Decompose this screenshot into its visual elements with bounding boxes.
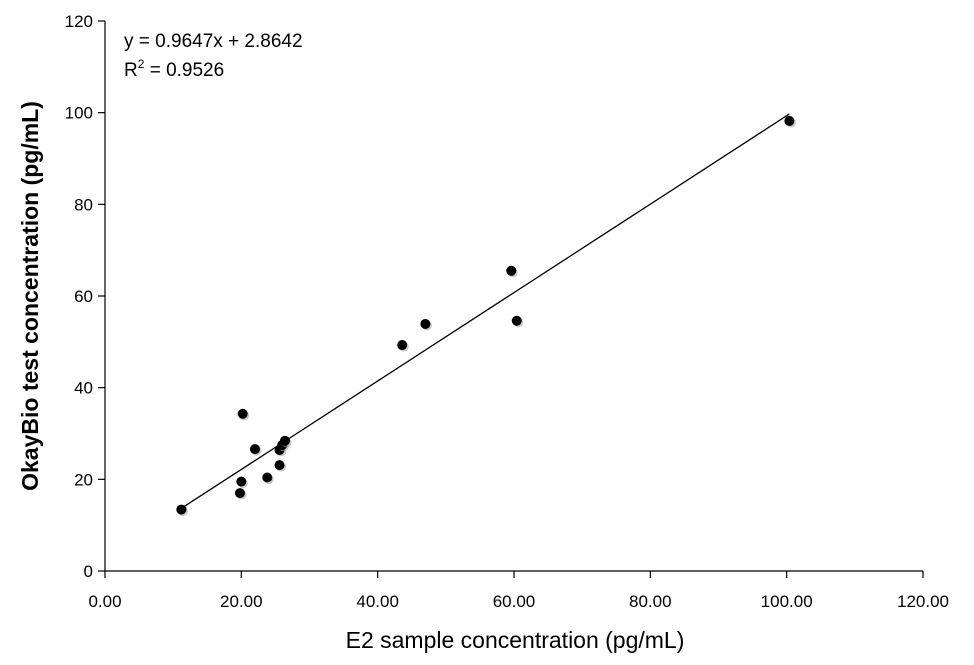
data-point	[279, 435, 290, 446]
y-tick-label: 120	[65, 12, 93, 31]
y-axis-label: OkayBio test concentration (pg/mL)	[17, 101, 43, 491]
data-points	[176, 115, 796, 517]
data-point	[234, 488, 245, 499]
data-point	[176, 504, 187, 515]
y-tick-label: 0	[84, 562, 93, 581]
x-tick-label: 0.00	[88, 592, 121, 611]
y-tick-label: 20	[74, 470, 93, 489]
data-point	[506, 265, 517, 276]
axes	[104, 21, 923, 572]
x-tick-label: 20.00	[220, 592, 263, 611]
data-point	[274, 460, 285, 471]
r-squared-value: = 0.9526	[144, 60, 224, 81]
x-tick-label: 100.00	[761, 592, 813, 611]
y-tick-label: 100	[65, 104, 93, 123]
x-tick-label: 40.00	[356, 592, 399, 611]
data-point	[236, 476, 247, 487]
data-point	[511, 315, 522, 326]
trendline	[180, 113, 790, 509]
x-axis-ticks: 0.00 20.00 40.00 60.00 80.00 100.00 120.00	[88, 571, 949, 611]
y-tick-label: 60	[74, 287, 93, 306]
y-axis-ticks: 0 20 40 60 80 100 120	[65, 12, 105, 581]
x-tick-label: 80.00	[629, 592, 672, 611]
data-point	[237, 408, 248, 419]
data-point	[397, 340, 408, 351]
data-point	[784, 115, 795, 126]
data-point	[420, 318, 431, 329]
r-squared-label: R2 = 0.9526	[124, 57, 224, 81]
x-tick-label: 60.00	[493, 592, 536, 611]
x-tick-label: 120.00	[897, 592, 949, 611]
data-point	[262, 472, 273, 483]
trendline-equation: y = 0.9647x + 2.8642	[124, 31, 303, 52]
y-tick-label: 40	[74, 379, 93, 398]
x-axis-label: E2 sample concentration (pg/mL)	[346, 627, 685, 653]
data-point	[249, 444, 260, 455]
y-tick-label: 80	[74, 195, 93, 214]
r-squared-superscript: 2	[138, 57, 145, 71]
r-squared-prefix: R	[124, 60, 138, 81]
